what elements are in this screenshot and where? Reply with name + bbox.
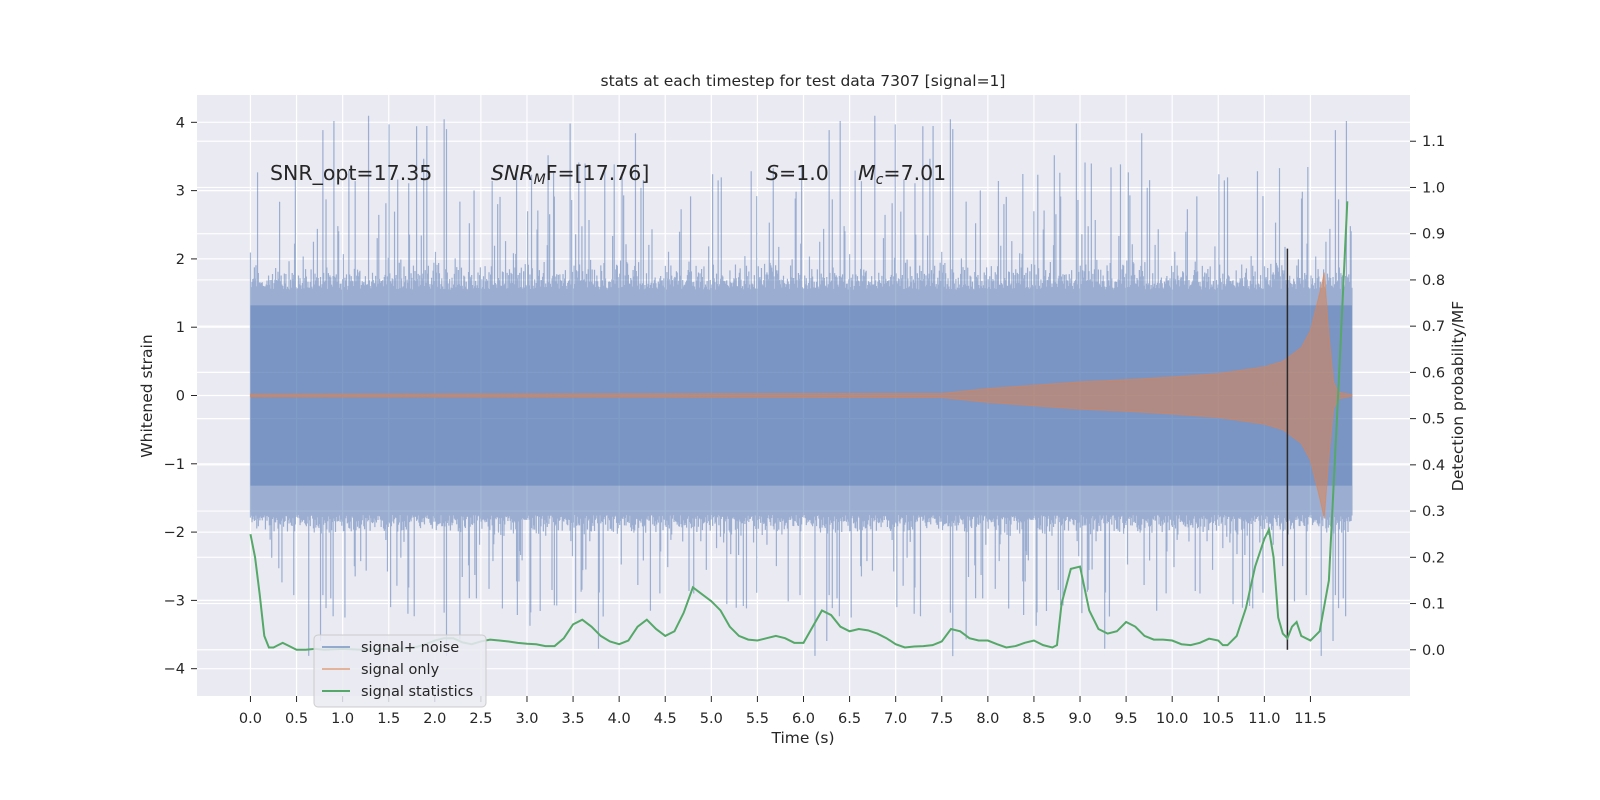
mc-value: =7.01 <box>883 161 946 185</box>
signal-only-series <box>249 272 1353 519</box>
y2-tick-label: 0.9 <box>1422 227 1445 243</box>
y2-tick-label: 0.6 <box>1422 365 1445 381</box>
mc-subscript: c <box>876 172 884 188</box>
snr-mf-symbol: SNR <box>491 161 534 185</box>
x-tick-label: 1.0 <box>331 711 354 727</box>
legend-label-signal-statistics: signal statistics <box>361 684 473 700</box>
y-tick-label: −3 <box>164 593 185 609</box>
annotation-snr-opt: SNR_opt=17.35 <box>270 161 432 186</box>
legend-label-signal-only: signal only <box>361 662 440 678</box>
y2-tick-label: 0.2 <box>1422 550 1445 566</box>
legend-label-signal-noise: signal+ noise <box>361 640 459 656</box>
chart-title: stats at each timestep for test data 730… <box>601 72 1006 90</box>
x-tick-label: 4.5 <box>654 711 677 727</box>
y2-tick-label: 1.0 <box>1422 180 1445 196</box>
y2-tick-label: 0.8 <box>1422 273 1445 289</box>
x-tick-label: 8.5 <box>1022 711 1045 727</box>
y-tick-label: −4 <box>164 662 185 678</box>
y2-tick-label: 0.5 <box>1422 412 1445 428</box>
x-axis-ticks: 0.0 0.5 1.0 1.5 2.0 2.5 3.0 3.5 4.0 4.5 5.0 5.5 6.0 6… <box>239 696 1327 727</box>
y-axis-label: Whitened strain <box>138 334 156 457</box>
x-tick-label: 5.0 <box>700 711 723 727</box>
x-tick-label: 7.0 <box>884 711 907 727</box>
x-tick-label: 2.5 <box>469 711 492 727</box>
y2-tick-label: 0.1 <box>1422 597 1445 613</box>
y-tick-label: 3 <box>176 184 185 200</box>
x-tick-label: 7.5 <box>930 711 953 727</box>
x-tick-label: 6.5 <box>838 711 861 727</box>
y2-tick-label: 0.0 <box>1422 643 1445 659</box>
x-tick-label: 0.0 <box>239 711 262 727</box>
y-tick-label: −2 <box>164 525 185 541</box>
annotation-mc: Mc=7.01 <box>858 161 946 188</box>
y-tick-label: 1 <box>176 320 185 336</box>
annotation-snr-mf: SNRMF=[17.76] <box>491 161 649 188</box>
y2-axis-label: Detection probability/MF <box>1449 301 1467 492</box>
y-tick-label: 0 <box>176 389 185 405</box>
s-symbol: S <box>766 161 779 185</box>
x-tick-label: 6.0 <box>792 711 815 727</box>
y2-tick-label: 1.1 <box>1422 134 1445 150</box>
legend-box <box>313 634 487 708</box>
y2-tick-label: 0.4 <box>1422 458 1445 474</box>
x-tick-label: 4.0 <box>608 711 631 727</box>
x-tick-label: 0.5 <box>285 711 308 727</box>
x-tick-label: 10.0 <box>1156 711 1188 727</box>
x-tick-label: 2.0 <box>423 711 446 727</box>
x-tick-label: 5.5 <box>746 711 769 727</box>
snr-mf-subscript: M <box>534 172 546 188</box>
y2-tick-label: 0.7 <box>1422 319 1445 335</box>
y-tick-label: 2 <box>176 252 185 268</box>
mc-symbol: M <box>858 161 876 185</box>
y-axis-ticks: −4 −3 −2 −1 0 1 2 3 4 <box>164 115 197 678</box>
x-tick-label: 3.0 <box>515 711 538 727</box>
x-tick-label: 9.0 <box>1068 711 1091 727</box>
s-value: =1.0 <box>779 161 829 185</box>
x-tick-label: 1.5 <box>377 711 400 727</box>
x-tick-label: 8.0 <box>976 711 999 727</box>
y2-axis-ticks: 0.0 0.1 0.2 0.3 0.4 0.5 0.6 0.7 0.8 0.9 1.0 1.1 <box>1410 134 1445 659</box>
x-tick-label: 3.5 <box>562 711 585 727</box>
x-tick-label: 9.5 <box>1115 711 1138 727</box>
snr-mf-value: F=[17.76] <box>546 161 650 185</box>
x-tick-label: 11.0 <box>1248 711 1280 727</box>
x-tick-label: 11.5 <box>1294 711 1326 727</box>
legend: signal+ noise signal only signal statist… <box>313 634 487 708</box>
annotation-s: S=1.0 <box>766 161 829 185</box>
y-tick-label: 4 <box>176 115 185 131</box>
x-axis-label: Time (s) <box>770 729 834 747</box>
y-tick-label: −1 <box>164 457 185 473</box>
y2-tick-label: 0.3 <box>1422 504 1445 520</box>
x-tick-label: 10.5 <box>1202 711 1234 727</box>
